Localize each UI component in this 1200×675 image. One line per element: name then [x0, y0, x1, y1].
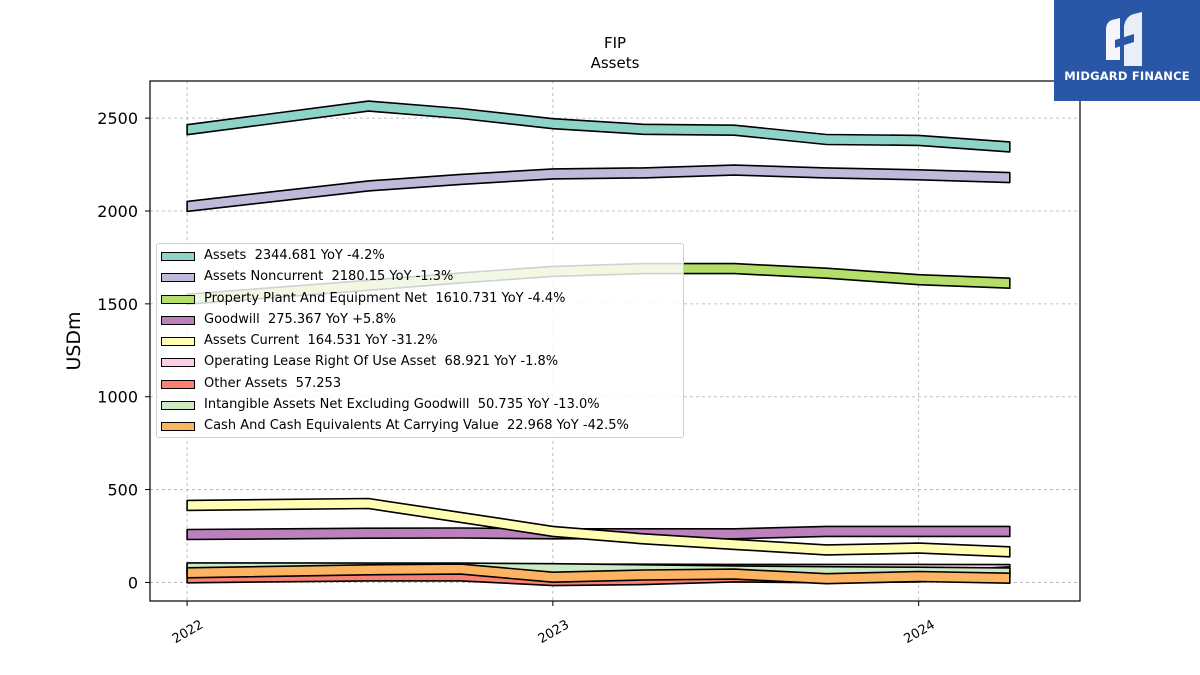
legend-item: Operating Lease Right Of Use Asset 68.92…	[159, 353, 683, 374]
brand-name: MIDGARD FINANCE	[1064, 69, 1190, 83]
legend-label: Other Assets 57.253	[204, 375, 342, 391]
legend: Assets 2344.681 YoY -4.2% Assets Noncurre…	[156, 243, 684, 438]
legend-label: Intangible Assets Net Excluding Goodwill…	[204, 397, 600, 413]
legend-swatch	[161, 315, 195, 325]
legend-swatch	[161, 337, 195, 347]
legend-label: Operating Lease Right Of Use Asset 68.92…	[204, 354, 559, 370]
series-band-assets-current	[186, 497, 1011, 558]
x-tick-label: 2024	[901, 617, 937, 647]
legend-swatch	[161, 294, 195, 304]
y-tick-label: 1500	[97, 295, 138, 314]
y-tick-label: 2500	[97, 109, 138, 128]
legend-item: Intangible Assets Net Excluding Goodwill…	[159, 396, 683, 417]
chart-subtitle: Assets	[591, 54, 640, 72]
legend-label: Property Plant And Equipment Net 1610.73…	[204, 290, 566, 306]
legend-item: Assets Noncurrent 2180.15 YoY -1.3%	[159, 268, 683, 289]
legend-swatch	[161, 422, 195, 432]
series-band-assets-noncurrent	[186, 164, 1011, 213]
x-tick-label: 2023	[536, 617, 572, 647]
legend-item: Property Plant And Equipment Net 1610.73…	[159, 290, 683, 311]
series-band-cash-and-cash-equivalents-at-carrying-value	[186, 563, 1011, 585]
legend-swatch	[161, 252, 195, 261]
y-tick-label: 2000	[97, 202, 138, 221]
legend-swatch	[161, 358, 195, 368]
legend-swatch	[161, 273, 195, 283]
y-tick-label: 500	[107, 481, 138, 500]
legend-swatch	[161, 401, 195, 411]
logo-mark-icon	[1106, 12, 1142, 66]
legend-item: Cash And Cash Equivalents At Carrying Va…	[159, 417, 683, 438]
brand-logo: MIDGARD FINANCE	[1054, 0, 1200, 101]
legend-label: Assets Current 164.531 YoY -31.2%	[204, 333, 438, 349]
legend-label: Assets Noncurrent 2180.15 YoY -1.3%	[204, 269, 454, 285]
legend-label: Goodwill 275.367 YoY +5.8%	[204, 311, 397, 327]
legend-item: Assets Current 164.531 YoY -31.2%	[159, 332, 683, 353]
chart-title: FIP	[604, 34, 626, 52]
x-tick-label: 2022	[170, 617, 206, 647]
series-band-assets	[186, 100, 1011, 153]
plot-frame	[149, 80, 1081, 602]
legend-label: Assets 2344.681 YoY -4.2%	[204, 248, 385, 263]
legend-swatch	[161, 379, 195, 389]
legend-label: Cash And Cash Equivalents At Carrying Va…	[204, 418, 629, 434]
legend-item: Assets 2344.681 YoY -4.2%	[159, 247, 683, 268]
y-axis-label: USDm	[63, 311, 85, 370]
legend-item: Other Assets 57.253	[159, 375, 683, 396]
y-tick-label: 0	[128, 573, 138, 592]
legend-item: Goodwill 275.367 YoY +5.8%	[159, 311, 683, 332]
y-tick-label: 1000	[97, 388, 138, 407]
